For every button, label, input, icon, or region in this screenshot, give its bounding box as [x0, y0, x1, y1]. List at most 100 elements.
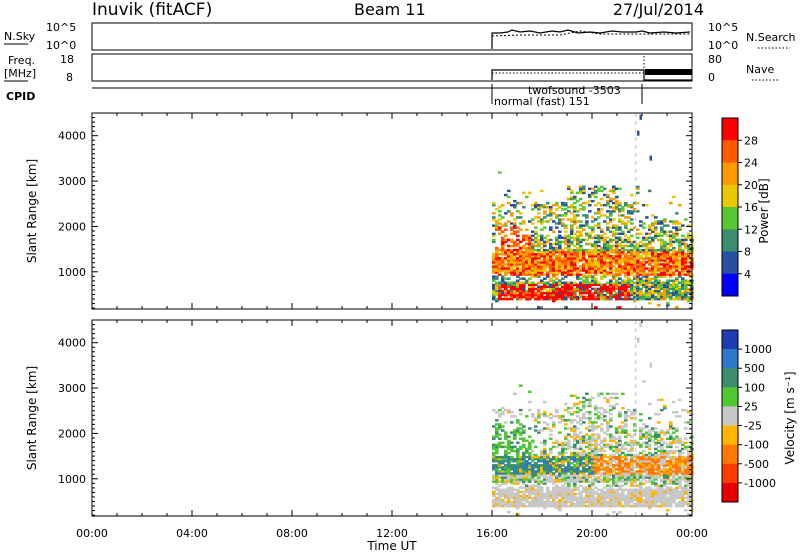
echo-cell [627, 433, 631, 436]
echo-cell [507, 504, 511, 508]
echo-cell [516, 449, 520, 453]
echo-cell [495, 289, 499, 293]
echo-cell [603, 295, 607, 299]
echo-cell [507, 472, 511, 475]
echo-cell [606, 295, 610, 299]
echo-cell [666, 304, 670, 307]
echo-cell [618, 488, 622, 492]
echo-cell [570, 462, 574, 465]
echo-cell [495, 470, 499, 473]
echo-cell [546, 281, 550, 285]
echo-cell [573, 470, 577, 473]
echo-cell [531, 455, 535, 459]
echo-cell [513, 281, 517, 285]
echo-cell [615, 279, 619, 282]
echo-cell [651, 453, 655, 457]
echo-cell [576, 220, 580, 223]
echo-cell [624, 496, 628, 500]
echo-cell [507, 248, 511, 252]
echo-cell [519, 413, 523, 416]
echo-cell [582, 208, 586, 211]
echo-cell [621, 289, 625, 293]
echo-cell [507, 244, 511, 248]
echo-cell [588, 474, 592, 477]
echo-cell [651, 248, 655, 252]
echo-cell [609, 408, 613, 412]
echo-cell [552, 462, 556, 465]
echo-cell [576, 259, 580, 262]
echo-cell [630, 472, 634, 475]
echo-cell [681, 242, 685, 246]
echo-cell [540, 486, 544, 489]
echo-cell [588, 490, 592, 494]
y-tick-label: 3000 [58, 382, 86, 395]
echo-cell [639, 433, 643, 436]
echo-cell [618, 218, 622, 221]
echo-cell [633, 281, 637, 285]
time-tick-label: 00:00 [76, 527, 108, 540]
echo-cell [537, 480, 541, 483]
echo-cell [684, 236, 688, 240]
echo-cell [651, 271, 655, 274]
echo-cell [663, 265, 667, 268]
echo-cell [522, 273, 526, 276]
echo-cell [513, 502, 517, 506]
echo-cell [525, 295, 529, 299]
echo-cell [633, 201, 637, 205]
colorbar-segment [722, 229, 738, 252]
echo-cell [582, 191, 586, 195]
echo-cell [594, 261, 598, 264]
echo-cell [654, 273, 658, 276]
echo-cell [681, 496, 685, 500]
echo-cell [519, 261, 523, 264]
echo-cell [609, 214, 613, 217]
echo-cell [573, 445, 577, 449]
echo-cell [498, 269, 502, 272]
echo-cell [582, 470, 586, 473]
echo-cell [657, 464, 661, 467]
echo-cell [504, 269, 508, 272]
echo-cell [537, 431, 541, 434]
echo-cell [627, 474, 631, 477]
echo-cell [558, 240, 562, 244]
echo-cell [555, 295, 559, 299]
echo-cell [591, 220, 595, 223]
echo-cell [588, 425, 592, 428]
echo-cell [669, 492, 673, 496]
echo-cell [522, 263, 526, 266]
echo-cell [597, 224, 601, 227]
echo-cell [627, 488, 631, 492]
echo-cell [552, 482, 556, 485]
echo-cell [495, 255, 499, 258]
echo-cell [579, 447, 583, 451]
echo-cell [522, 220, 526, 223]
echo-cell [513, 431, 517, 434]
echo-cell [570, 283, 574, 287]
echo-cell [576, 468, 580, 471]
echo-cell [588, 234, 592, 238]
echo-cell [618, 511, 622, 514]
echo-cell [561, 267, 565, 270]
echo-cell [657, 248, 661, 252]
echo-cell [561, 273, 565, 276]
echo-cell [621, 271, 625, 274]
echo-cell [675, 279, 679, 282]
echo-cell [672, 457, 676, 461]
colorbar-tick-label: 28 [744, 134, 758, 147]
echo-cell [639, 267, 643, 270]
echo-cell [495, 435, 499, 438]
echo-cell [570, 498, 574, 502]
echo-cell [597, 472, 601, 475]
echo-cell [531, 269, 535, 272]
echo-cell [513, 240, 517, 244]
echo-cell [573, 504, 577, 508]
echo-cell [687, 269, 691, 272]
echo-cell [615, 244, 619, 248]
echo-cell [675, 490, 679, 494]
echo-cell [570, 240, 574, 244]
echo-cell [540, 293, 544, 297]
echo-cell [624, 478, 628, 481]
echo-cell [654, 478, 658, 481]
echo-cell [639, 427, 643, 430]
echo-cell [573, 425, 577, 428]
